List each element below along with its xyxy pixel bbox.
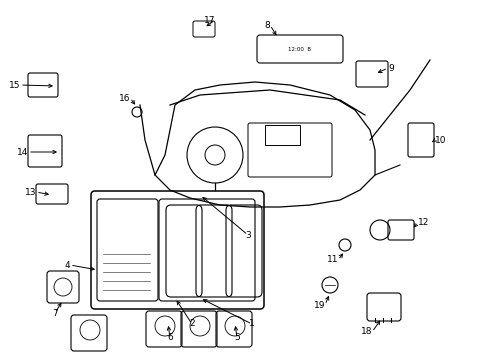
- Text: 13: 13: [24, 188, 36, 197]
- Text: 9: 9: [387, 63, 393, 72]
- Text: 11: 11: [326, 256, 337, 265]
- Text: 18: 18: [360, 328, 371, 337]
- Bar: [264, 125, 299, 145]
- Text: 15: 15: [8, 81, 20, 90]
- Text: 12:00  B: 12:00 B: [288, 46, 311, 51]
- Text: 16: 16: [118, 94, 130, 103]
- Text: 14: 14: [17, 148, 28, 157]
- Text: 10: 10: [434, 135, 446, 144]
- Text: 3: 3: [244, 230, 250, 239]
- Text: 8: 8: [264, 21, 269, 30]
- Text: 4: 4: [64, 261, 70, 270]
- Text: 6: 6: [167, 333, 173, 342]
- Text: 5: 5: [234, 333, 240, 342]
- Text: 12: 12: [417, 217, 428, 226]
- Text: 2: 2: [189, 320, 194, 328]
- Text: 17: 17: [203, 15, 215, 24]
- Text: 1: 1: [248, 320, 254, 328]
- Text: 7: 7: [52, 309, 58, 318]
- Text: 19: 19: [313, 301, 325, 310]
